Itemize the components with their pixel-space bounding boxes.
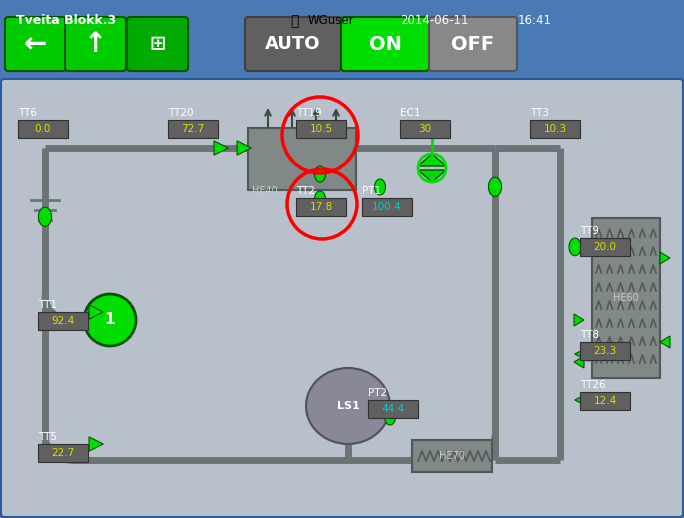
FancyBboxPatch shape (580, 342, 630, 360)
Text: PT1: PT1 (362, 186, 381, 196)
Ellipse shape (306, 368, 390, 444)
Polygon shape (214, 141, 228, 155)
Text: 16:41: 16:41 (518, 14, 552, 27)
FancyBboxPatch shape (245, 17, 341, 71)
Text: TT2: TT2 (296, 186, 315, 196)
Text: 30: 30 (419, 124, 432, 134)
Text: EC1: EC1 (400, 108, 421, 118)
Text: 44.4: 44.4 (382, 404, 405, 414)
Text: TT8: TT8 (580, 330, 599, 340)
FancyBboxPatch shape (530, 120, 580, 138)
Polygon shape (237, 141, 251, 155)
Text: 22.7: 22.7 (51, 448, 75, 458)
Polygon shape (38, 207, 51, 226)
Text: TT26: TT26 (580, 380, 605, 390)
Polygon shape (575, 347, 589, 361)
FancyBboxPatch shape (38, 312, 88, 330)
Polygon shape (418, 170, 446, 182)
Polygon shape (89, 437, 103, 451)
Polygon shape (660, 252, 670, 264)
Text: TT6: TT6 (18, 108, 37, 118)
FancyBboxPatch shape (248, 128, 356, 190)
Polygon shape (488, 177, 501, 196)
Text: TT5: TT5 (38, 432, 57, 442)
Text: 20.0: 20.0 (594, 242, 616, 252)
Text: 2014-06-11: 2014-06-11 (400, 14, 469, 27)
Polygon shape (384, 409, 395, 425)
FancyBboxPatch shape (341, 17, 429, 71)
Polygon shape (315, 191, 326, 207)
Polygon shape (375, 179, 386, 195)
Polygon shape (660, 336, 670, 348)
Text: ←: ← (24, 30, 47, 58)
FancyBboxPatch shape (412, 440, 492, 472)
Text: 🚶: 🚶 (290, 14, 298, 28)
FancyBboxPatch shape (429, 17, 517, 71)
FancyBboxPatch shape (65, 17, 126, 71)
Text: WGuser: WGuser (308, 14, 354, 27)
FancyBboxPatch shape (2, 4, 682, 82)
Text: AUTO: AUTO (265, 35, 321, 53)
Text: HE40: HE40 (252, 186, 278, 196)
Text: 10.3: 10.3 (543, 124, 566, 134)
Text: TT20: TT20 (168, 108, 194, 118)
Text: TT1: TT1 (38, 300, 57, 310)
Polygon shape (569, 238, 581, 256)
FancyBboxPatch shape (592, 218, 660, 378)
Text: ON: ON (369, 35, 402, 53)
FancyBboxPatch shape (168, 120, 218, 138)
FancyBboxPatch shape (362, 198, 412, 216)
Text: 72.7: 72.7 (181, 124, 205, 134)
Text: TT3: TT3 (530, 108, 549, 118)
FancyBboxPatch shape (38, 444, 88, 462)
FancyBboxPatch shape (368, 400, 418, 418)
Circle shape (84, 294, 136, 346)
Text: OFF: OFF (451, 35, 495, 53)
FancyBboxPatch shape (127, 17, 188, 71)
Text: ⊞: ⊞ (149, 35, 166, 53)
Polygon shape (574, 356, 584, 368)
Text: 92.4: 92.4 (51, 316, 75, 326)
Text: LS1: LS1 (337, 401, 359, 411)
Text: TT9: TT9 (580, 226, 599, 236)
Text: 23.3: 23.3 (594, 346, 616, 356)
Text: 1: 1 (105, 312, 115, 327)
FancyBboxPatch shape (580, 238, 630, 256)
Text: 100.4: 100.4 (372, 202, 402, 212)
Text: HE70: HE70 (439, 451, 465, 461)
Text: HE60: HE60 (613, 293, 639, 303)
Text: Tveita Blokk.3: Tveita Blokk.3 (16, 14, 116, 27)
FancyBboxPatch shape (296, 198, 346, 216)
FancyBboxPatch shape (400, 120, 450, 138)
Text: PT2: PT2 (368, 388, 387, 398)
Polygon shape (418, 154, 446, 166)
Text: 10.5: 10.5 (309, 124, 332, 134)
Text: TT19: TT19 (296, 108, 321, 118)
Text: 0.0: 0.0 (35, 124, 51, 134)
Text: 17.8: 17.8 (309, 202, 332, 212)
FancyBboxPatch shape (1, 79, 683, 517)
Polygon shape (575, 393, 589, 407)
FancyBboxPatch shape (5, 17, 66, 71)
Polygon shape (574, 242, 584, 254)
Polygon shape (89, 305, 103, 319)
Text: ↑: ↑ (84, 30, 107, 58)
Polygon shape (574, 314, 584, 326)
Text: 12.4: 12.4 (594, 396, 616, 406)
Polygon shape (315, 166, 326, 182)
FancyBboxPatch shape (296, 120, 346, 138)
FancyBboxPatch shape (18, 120, 68, 138)
FancyBboxPatch shape (580, 392, 630, 410)
